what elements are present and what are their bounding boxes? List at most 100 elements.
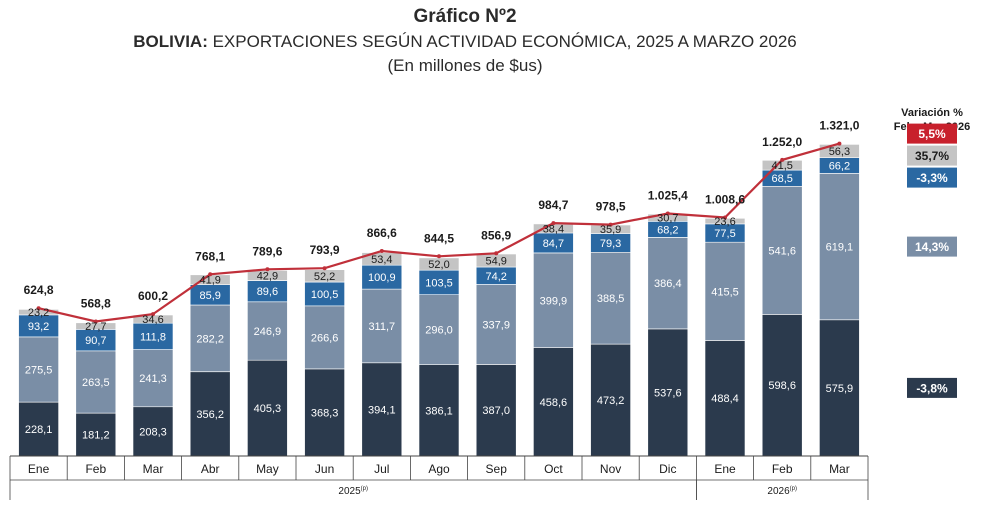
- variation-title: Variación %: [901, 107, 963, 119]
- x-tick-label: Oct: [544, 462, 563, 476]
- x-tick-label: Jun: [315, 462, 334, 476]
- bar-segment: [75, 412, 117, 457]
- x-tick-label: Mar: [829, 462, 850, 476]
- total-point: [151, 312, 155, 317]
- bar-segment: [475, 364, 517, 457]
- segment-value-label: 415,5: [711, 286, 739, 298]
- segment-value-label: 52,0: [428, 259, 449, 271]
- segment-value-label: 458,6: [540, 397, 568, 409]
- bar-segment: [590, 343, 631, 457]
- bar-segment: [819, 173, 860, 321]
- segment-value-label: 488,4: [711, 393, 739, 405]
- segment-value-label: 54,9: [485, 256, 506, 268]
- total-point: [780, 157, 785, 162]
- x-tick-label: May: [256, 462, 279, 476]
- bars-group: [18, 144, 860, 457]
- total-point: [551, 221, 556, 226]
- x-tick-label: Feb: [85, 462, 106, 476]
- variation-badge-label: 14,3%: [915, 240, 949, 254]
- total-value-label: 1.008,6: [705, 193, 745, 207]
- segment-value-label: 541,6: [768, 245, 796, 257]
- bar-segment: [418, 364, 460, 457]
- bar-segment: [761, 314, 803, 457]
- labels-group: 228,1 275,5 93,2 23,2 181,2 263,5 90,7 27,7 208,…: [25, 146, 853, 442]
- segment-value-label: 41,5: [771, 160, 792, 172]
- chart-title-block: Gráfico Nº2 BOLIVIA: EXPORTACIONES SEGÚN…: [0, 4, 930, 78]
- x-tick-label: Feb: [772, 462, 793, 476]
- segment-value-label: 296,0: [425, 325, 453, 337]
- total-point: [379, 249, 384, 253]
- segment-value-label: 388,5: [597, 293, 625, 305]
- bar-segment: [704, 241, 746, 341]
- total-value-label: 1.321,0: [819, 119, 859, 133]
- chart-number: Gráfico Nº2: [413, 6, 517, 27]
- bar-segment: [418, 294, 460, 366]
- x-tick-label: Nov: [600, 462, 621, 476]
- total-point: [322, 266, 327, 271]
- segment-value-label: 100,9: [368, 272, 396, 284]
- chart-subtitle: (En millones de $us): [387, 56, 543, 75]
- segment-value-label: 30,7: [657, 213, 678, 225]
- x-tick-label: Dic: [659, 462, 676, 476]
- bar-segment: [761, 186, 803, 315]
- bar-segment: [361, 362, 403, 457]
- segment-value-label: 52,2: [314, 271, 335, 283]
- x-tick-label: Ene: [714, 462, 736, 476]
- variation-badge: [907, 236, 957, 257]
- total-point: [437, 254, 441, 259]
- x-tick-label: Mar: [143, 462, 164, 476]
- year-group-label: 2026(p): [767, 486, 797, 497]
- segment-value-label: 405,3: [254, 403, 282, 415]
- bar-segment: [590, 251, 631, 345]
- total-point: [608, 222, 613, 227]
- x-tick-label: Ene: [28, 462, 50, 476]
- segment-value-label: 356,2: [196, 409, 224, 421]
- variation-badge: [907, 377, 957, 398]
- bar-segment: [647, 328, 689, 457]
- segment-value-label: 35,9: [600, 224, 621, 236]
- segment-value-label: 66,2: [829, 161, 850, 173]
- x-tick-label: Abr: [201, 462, 220, 476]
- segment-value-label: 311,7: [368, 321, 395, 333]
- segment-value-label: 41,9: [199, 275, 220, 287]
- segment-value-label: 68,2: [657, 224, 678, 236]
- total-value-label: 624,8: [24, 283, 54, 297]
- segment-value-label: 598,6: [768, 380, 796, 392]
- total-point: [36, 306, 41, 311]
- segment-value-label: 399,9: [540, 295, 568, 307]
- total-value-label: 978,5: [596, 200, 626, 214]
- bar-segment: [647, 237, 689, 330]
- segment-value-label: 23,6: [714, 216, 735, 228]
- total-value-label: 600,2: [138, 289, 168, 303]
- segment-value-label: 208,3: [139, 426, 167, 438]
- segment-value-label: 77,5: [714, 228, 735, 240]
- variation-badge: [907, 145, 957, 166]
- segment-value-label: 93,2: [28, 321, 49, 333]
- segment-value-label: 38,4: [543, 223, 564, 235]
- total-point: [723, 215, 727, 220]
- total-value-label: 856,9: [481, 228, 511, 242]
- bar-segment: [132, 349, 174, 408]
- total-point: [93, 319, 98, 324]
- segment-value-label: 74,2: [485, 271, 506, 283]
- segment-value-label: 246,9: [254, 326, 282, 338]
- total-point: [208, 272, 213, 277]
- x-tick-label: Jul: [374, 462, 389, 476]
- segment-value-label: 263,5: [82, 377, 110, 389]
- segment-value-label: 23,2: [28, 307, 49, 319]
- bar-segment: [475, 284, 517, 365]
- segment-value-label: 103,5: [425, 277, 453, 289]
- bar-segment: [247, 301, 288, 361]
- segment-value-label: 537,6: [654, 387, 682, 399]
- segment-value-label: 282,2: [196, 333, 224, 345]
- total-value-label: 1.025,4: [648, 189, 688, 203]
- segment-value-label: 337,9: [482, 320, 510, 332]
- variation-badge: [907, 123, 957, 144]
- variation-badge: [907, 167, 957, 188]
- chart-title-country: BOLIVIA:: [133, 32, 208, 51]
- segment-value-label: 575,9: [826, 383, 854, 395]
- total-value-label: 844,5: [424, 231, 454, 245]
- total-value-label: 866,6: [367, 226, 397, 240]
- total-value-label: 1.252,0: [762, 135, 802, 149]
- variation-badge-label: 5,5%: [918, 127, 946, 141]
